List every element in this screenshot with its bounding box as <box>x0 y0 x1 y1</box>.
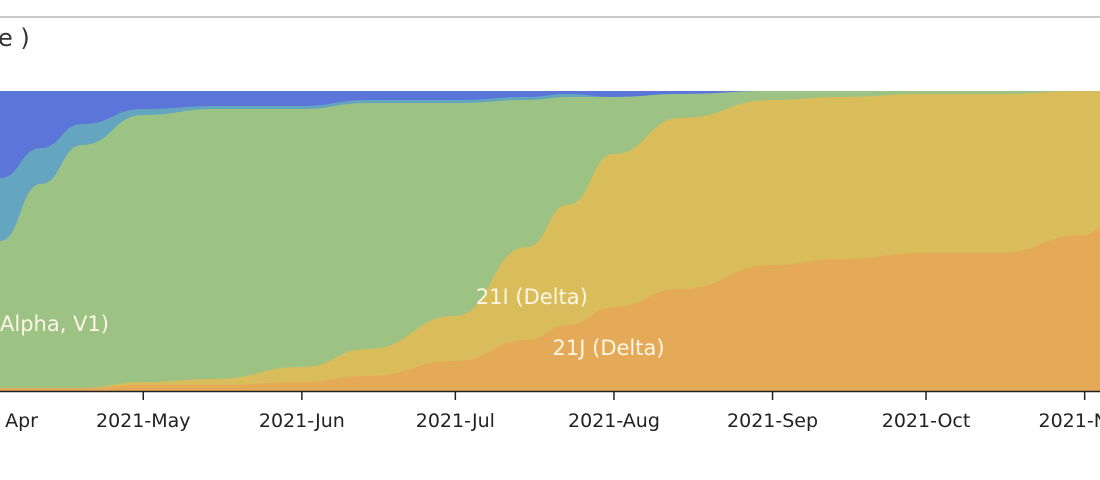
x-tick-label: 2021-Oct <box>882 410 971 432</box>
series-label: 21I (Delta) <box>476 285 588 309</box>
x-axis-ticks: Apr 2021-May 2021-Jun 2021-Jul 2021-Aug 2021-… <box>5 391 1100 432</box>
x-tick-label: 2021-Sep <box>727 410 818 432</box>
area-21j-delta-[interactable] <box>0 229 1100 391</box>
x-tick-label: 2021-Aug <box>568 410 660 432</box>
series-label: Alpha, V1) <box>0 312 109 336</box>
area-layers <box>0 91 1100 391</box>
series-label: 21J (Delta) <box>553 336 665 360</box>
header-divider <box>0 16 1100 18</box>
series-labels: Alpha, V1) 21I (Delta) 21J (Delta) <box>0 285 665 360</box>
x-tick-label: Apr <box>5 410 38 432</box>
x-tick-label: 2021-Nov <box>1039 410 1100 432</box>
x-tick-label: 2021-Jun <box>259 410 345 432</box>
x-tick-label: 2021-Jul <box>416 410 495 432</box>
chart-title-fragment: e ) <box>0 24 30 52</box>
x-tick-label: 2021-May <box>96 410 191 432</box>
